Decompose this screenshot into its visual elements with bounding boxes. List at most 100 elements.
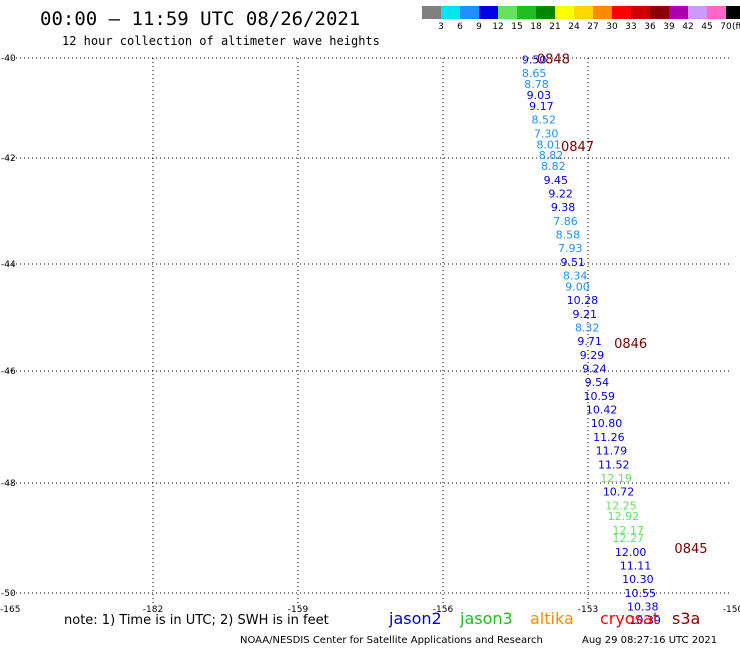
pass-time-label: 0848	[537, 52, 570, 67]
scale-label: 21	[549, 22, 560, 32]
scale-swatch	[631, 6, 650, 19]
x-tick-label: -150	[723, 605, 740, 615]
wave-height-value: 10.38	[627, 600, 659, 613]
y-tick-label: -50	[1, 589, 16, 599]
scale-label: 30	[606, 22, 618, 32]
wave-height-value: 9.71	[577, 335, 602, 348]
wave-height-value: 11.79	[596, 445, 628, 458]
wave-height-value: 8.52	[532, 114, 557, 127]
wave-height-value: 12.27	[612, 532, 644, 545]
wave-height-value: 7.86	[553, 215, 578, 228]
scale-label: 33	[625, 22, 636, 32]
pass-time-label: 0845	[674, 542, 707, 557]
scale-swatch	[555, 6, 574, 19]
data-points: 9.508.658.789.039.178.527.308.018.828.82…	[522, 53, 661, 627]
scale-label: 45	[701, 22, 712, 32]
x-tick-label: -159	[288, 605, 309, 615]
wave-height-value: 11.11	[620, 559, 652, 572]
scale-swatch	[536, 6, 555, 19]
footer-note: note: 1) Time is in UTC; 2) SWH is in fe…	[64, 613, 329, 628]
scale-swatch	[422, 6, 441, 19]
wave-height-value: 9.38	[551, 201, 576, 214]
scale-label: 36	[644, 22, 656, 32]
scale-swatch	[441, 6, 460, 19]
wave-height-value: 11.26	[593, 431, 625, 444]
axis-ticks: -165 -182 -159 -156 -153 -150 -40 -42 -44 -46 -48 -…	[0, 54, 740, 615]
wave-height-value: 8.82	[539, 149, 564, 162]
scale-swatch	[612, 6, 631, 19]
y-tick-label: -40	[1, 54, 16, 64]
scale-label: 24	[568, 22, 580, 32]
wave-height-value: 8.58	[556, 229, 581, 242]
wave-height-value: 12.25	[605, 499, 637, 512]
scale-swatch	[688, 6, 707, 19]
scale-label: 70	[720, 22, 732, 32]
wave-height-value: 8.32	[575, 322, 600, 335]
wave-height-value: 9.17	[529, 100, 554, 113]
scale-swatch	[593, 6, 612, 19]
y-tick-label: -48	[1, 479, 16, 489]
wave-height-value: 10.28	[567, 294, 599, 307]
wave-height-value: 10.55	[625, 587, 657, 600]
scale-swatch	[460, 6, 479, 19]
satellite-jason2: jason2	[388, 609, 442, 628]
time-labels: 0848 0847 0846 0845	[537, 52, 708, 557]
map-grid	[8, 57, 732, 605]
wave-height-value: 9.29	[580, 349, 605, 362]
scale-swatch	[574, 6, 593, 19]
wave-height-value: 9.03	[527, 89, 552, 102]
pass-time-label: 0847	[561, 140, 594, 155]
x-tick-label: -165	[0, 605, 20, 615]
wave-height-value: 7.93	[558, 242, 583, 255]
wave-height-value: 8.82	[541, 160, 566, 173]
satellite-altika: altika	[530, 609, 574, 628]
wave-height-value: 12.17	[612, 524, 644, 537]
wave-height-value: 9.21	[573, 308, 598, 321]
y-tick-label: -44	[1, 260, 16, 270]
wave-height-value: 12.92	[608, 510, 640, 523]
wave-height-value: 10.72	[603, 486, 635, 499]
wave-height-value: 9.51	[560, 256, 585, 269]
wave-height-value: 12.19	[600, 472, 632, 485]
wave-height-value: 9.22	[548, 187, 573, 200]
y-tick-label: -46	[1, 367, 16, 377]
scale-swatch	[650, 6, 669, 19]
scale-swatch	[498, 6, 517, 19]
scale-swatch	[517, 6, 536, 19]
satellite-s3a: s3a	[672, 609, 700, 628]
x-tick-label: -156	[433, 605, 454, 615]
satellite-cryosat: cryosat	[600, 609, 659, 628]
wave-height-value: 10.42	[586, 404, 618, 417]
scale-swatch	[669, 6, 688, 19]
scale-label: 15	[511, 22, 522, 32]
x-tick-label: -153	[578, 605, 598, 615]
y-tick-label: -42	[1, 154, 16, 164]
scale-label: 6	[457, 22, 463, 32]
chart-title: 00:00 – 11:59 UTC 08/26/2021	[40, 8, 360, 30]
pass-time-label: 0846	[614, 337, 647, 352]
satellite-jason3: jason3	[459, 609, 513, 628]
wave-height-value: 8.01	[536, 138, 561, 151]
scale-label: 39	[663, 22, 675, 32]
scale-label: 9	[476, 22, 482, 32]
footer-timestamp: Aug 29 08:27:16 UTC 2021	[582, 635, 717, 646]
wave-height-value: 9.00	[565, 280, 590, 293]
wave-height-value: 10.80	[591, 417, 623, 430]
wave-height-value: 7.30	[534, 127, 559, 140]
wave-height-value: 9.50	[522, 53, 547, 66]
wave-height-value: 10.59	[584, 390, 616, 403]
scale-swatch	[726, 6, 740, 19]
wave-height-value: 8.34	[563, 270, 588, 283]
x-tick-label: -182	[143, 605, 163, 615]
scale-swatch	[707, 6, 726, 19]
wave-height-value: 9.54	[585, 376, 610, 389]
wave-height-value: 8.65	[522, 67, 547, 80]
wave-height-value: 10.30	[622, 573, 654, 586]
wave-height-value: 9.24	[582, 363, 607, 376]
wave-height-value: 9.45	[544, 174, 569, 187]
wave-height-value: 8.78	[524, 78, 549, 91]
satellite-legend: jason2 jason3 altika cryosat s3a	[388, 609, 700, 628]
scale-label: 18	[530, 22, 542, 32]
